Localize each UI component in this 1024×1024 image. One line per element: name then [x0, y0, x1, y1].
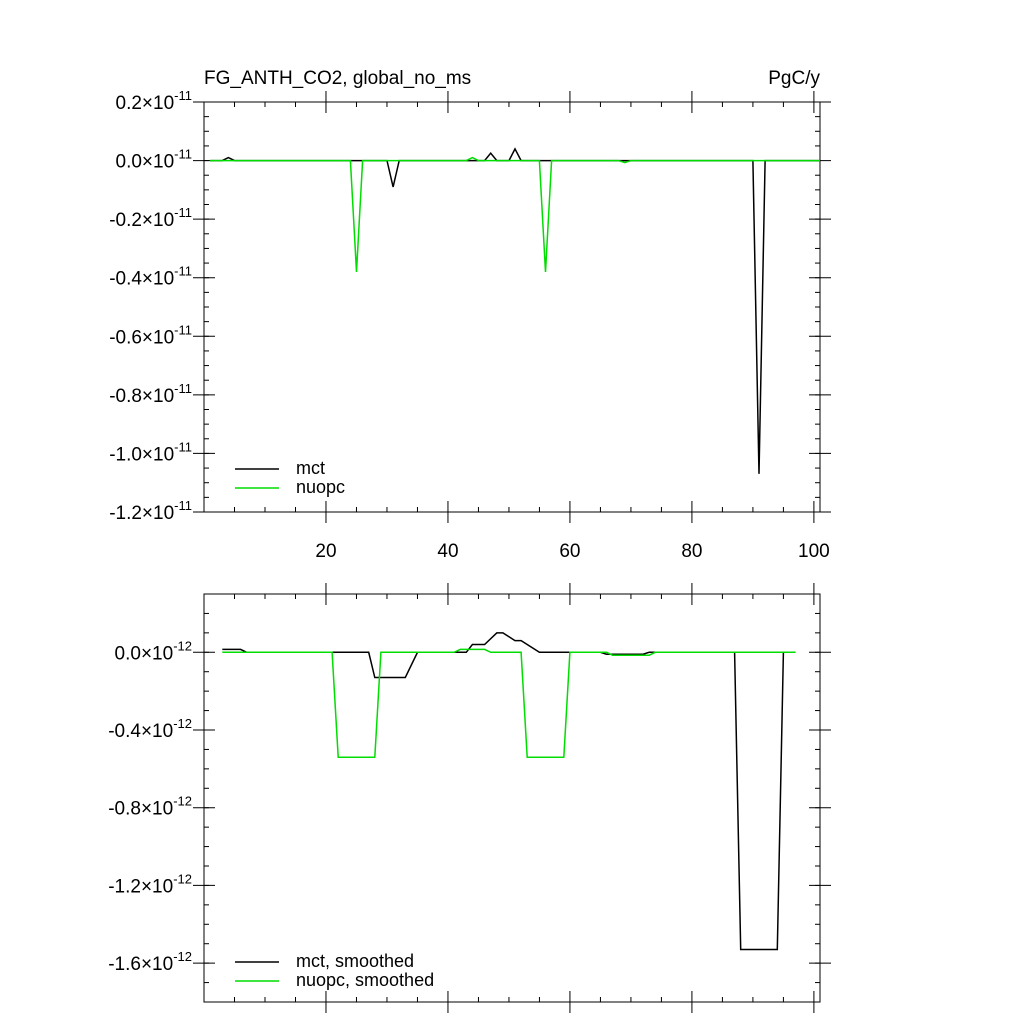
series-line-nuopc-smoothed: [222, 648, 796, 758]
series-line-nuopc: [210, 156, 820, 272]
legend-label: mct, smoothed: [296, 951, 414, 971]
legend-label: nuopc: [296, 477, 345, 497]
x-tick-label: 100: [798, 541, 830, 562]
y-tick-label: -0.2×10-11: [109, 205, 192, 231]
y-tick-label: -0.8×10-11: [109, 381, 192, 407]
legend-label: nuopc, smoothed: [296, 970, 434, 990]
chart-panel-2: 0.0×10-12 -0.4×10-12 -0.8×10-12 -1.2×10-12 -…: [108, 583, 831, 1013]
x-tick-label: 80: [681, 541, 702, 562]
y-tick-label: -0.8×10-12: [108, 794, 192, 820]
y-tick-label: -0.4×10-12: [108, 716, 192, 742]
y-tick-label: -1.6×10-12: [108, 949, 192, 975]
chart-panel-1: 20 40 60 80 100 0.2×10-11 0.0×10-11 -0.2×10-11 -…: [109, 68, 831, 562]
x-tick-label: 60: [559, 541, 580, 562]
series-line-mct: [210, 147, 820, 474]
y-tick-label: -1.2×10-11: [109, 498, 192, 524]
plot-frame: [203, 593, 821, 1003]
y-tick-label: -0.6×10-11: [109, 322, 192, 348]
x-tick-label: 20: [315, 541, 336, 562]
y-tick-label: -1.0×10-11: [109, 439, 192, 465]
chart-title: FG_ANTH_CO2, global_no_ms: [204, 68, 471, 89]
units-label: PgC/y: [768, 68, 820, 89]
y-tick-label: 0.0×10-12: [115, 638, 192, 664]
y-tick-label: 0.0×10-11: [116, 147, 192, 173]
y-tick-label: -1.2×10-12: [108, 871, 192, 897]
series-line-mct-smoothed: [222, 632, 785, 951]
x-tick-label: 40: [437, 541, 458, 562]
y-tick-label: 0.2×10-11: [116, 88, 192, 114]
legend-label: mct: [296, 458, 325, 478]
y-tick-label: -0.4×10-11: [109, 264, 192, 290]
plot-frame: [203, 101, 821, 513]
